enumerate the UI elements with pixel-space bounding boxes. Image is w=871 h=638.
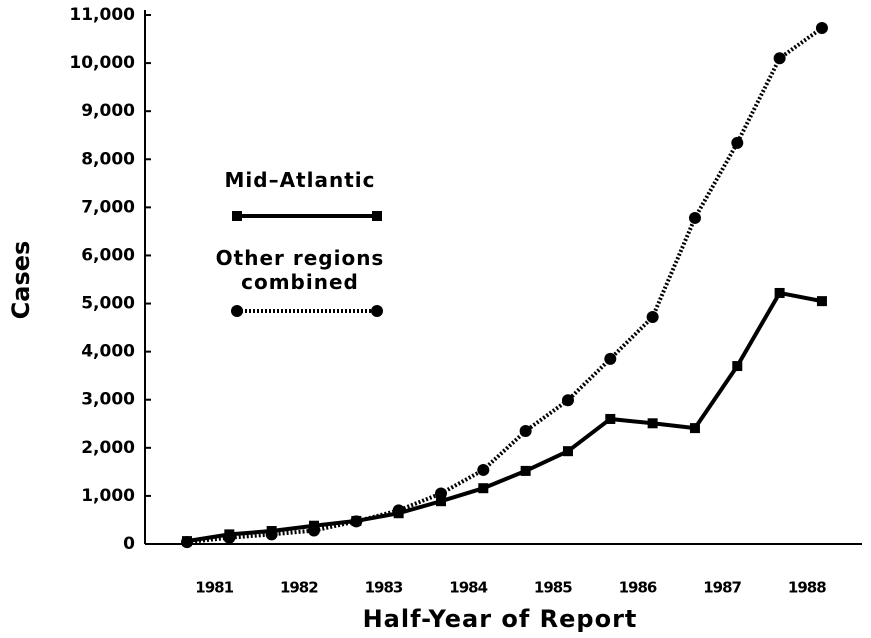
y-tick-label: 6,000 [81, 245, 135, 265]
marker [647, 418, 658, 429]
y-tick-label: 5,000 [81, 294, 135, 314]
y-tick-label: 8,000 [81, 149, 135, 169]
marker [477, 463, 490, 476]
marker [688, 211, 701, 224]
y-tick-label: 9,000 [81, 101, 135, 121]
x-tick-label: 1985 [534, 579, 572, 597]
y-tick-label: 1,000 [81, 486, 135, 506]
legend-label: Mid–Atlantic [224, 168, 376, 192]
marker [181, 536, 193, 549]
x-tick-label: 1982 [280, 579, 318, 597]
marker [732, 361, 743, 372]
marker [731, 136, 744, 149]
y-tick-label: 3,000 [81, 390, 135, 410]
y-tick-label: 11,000 [69, 5, 135, 25]
marker [307, 524, 320, 537]
marker [520, 465, 531, 476]
marker [816, 296, 827, 307]
y-tick-label: 10,000 [69, 53, 135, 73]
x-tick-label: 1987 [703, 579, 741, 597]
x-tick-label: 1981 [195, 579, 233, 597]
marker [434, 487, 447, 500]
legend-label: Other regions combined [215, 246, 385, 294]
marker [435, 496, 446, 507]
marker [815, 21, 828, 34]
marker [478, 483, 489, 494]
marker [265, 528, 278, 541]
marker [232, 211, 242, 221]
marker [371, 305, 383, 317]
series-line [186, 290, 823, 544]
marker [562, 446, 573, 457]
x-tick-label: 1988 [788, 579, 826, 597]
marker [223, 531, 236, 544]
y-tick-label: 0 [123, 534, 135, 554]
marker [231, 305, 243, 317]
marker [604, 352, 617, 365]
marker [605, 413, 616, 424]
marker [350, 515, 363, 528]
x-tick-label: 1983 [365, 579, 403, 597]
marker [392, 504, 405, 517]
y-axis-label: Cases [7, 241, 35, 320]
marker [774, 287, 785, 298]
marker [372, 211, 382, 221]
x-tick-label: 1984 [449, 579, 487, 597]
marker [561, 394, 574, 407]
marker [519, 424, 532, 437]
series-line [186, 26, 824, 545]
marker [689, 423, 700, 434]
x-axis-label: Half-Year of Report [363, 605, 638, 633]
marker [773, 52, 786, 65]
y-tick-label: 4,000 [81, 342, 135, 362]
y-tick-label: 2,000 [81, 438, 135, 458]
marker [646, 311, 659, 324]
y-tick-label: 7,000 [81, 197, 135, 217]
x-tick-label: 1986 [619, 579, 657, 597]
